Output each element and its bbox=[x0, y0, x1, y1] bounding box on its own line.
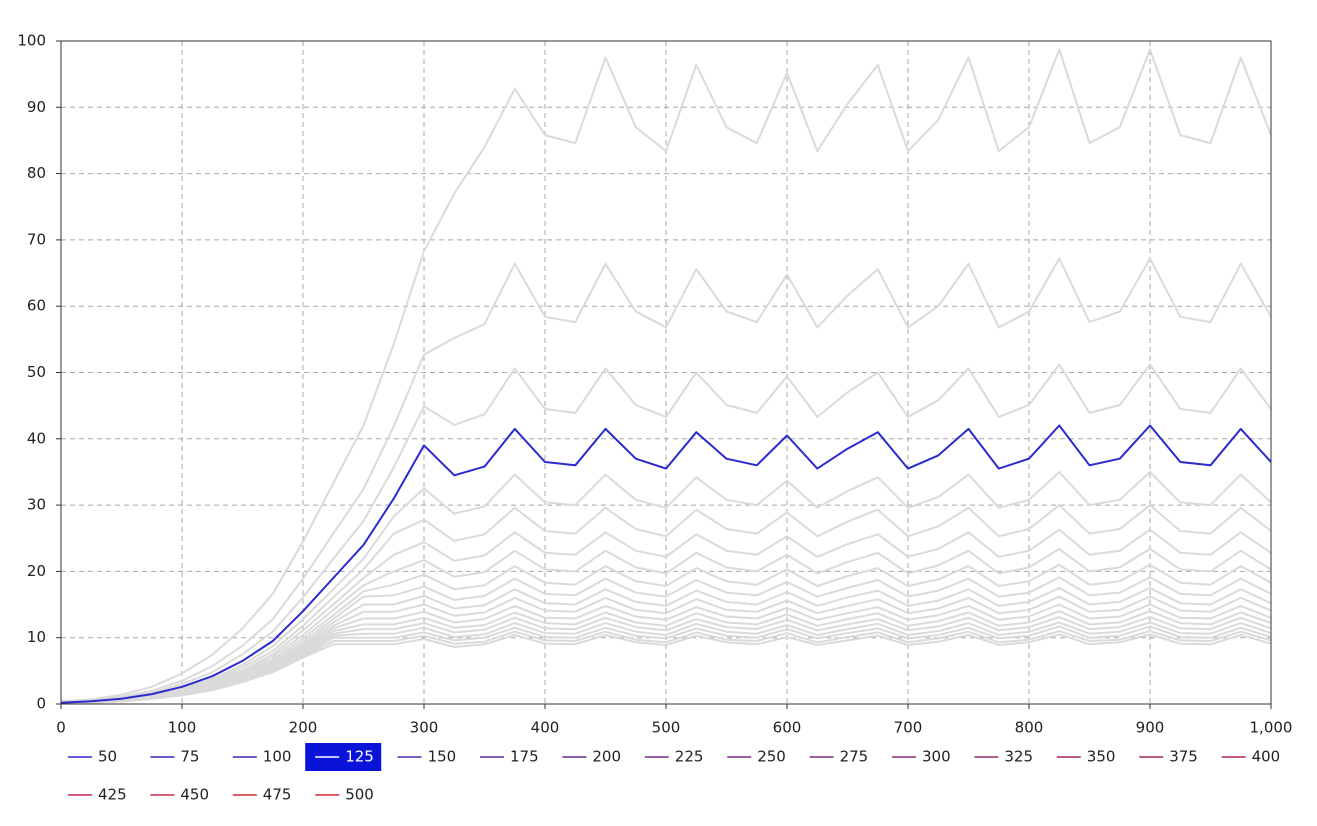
y-tick-label: 90 bbox=[27, 98, 46, 116]
legend-label: 100 bbox=[263, 748, 292, 766]
series-line bbox=[60, 563, 1272, 705]
legend-label: 75 bbox=[180, 748, 199, 766]
legend-label: 375 bbox=[1169, 748, 1198, 766]
y-tick-label: 10 bbox=[27, 628, 46, 646]
y-tick-label: 20 bbox=[27, 562, 46, 580]
legend-item[interactable]: 500 bbox=[315, 786, 374, 804]
x-tick-label: 400 bbox=[531, 719, 560, 737]
legend-item[interactable]: 450 bbox=[150, 786, 209, 804]
legend-item[interactable]: 425 bbox=[68, 786, 127, 804]
series-line bbox=[60, 547, 1272, 705]
legend-label: 125 bbox=[345, 748, 374, 766]
x-tick-label: 100 bbox=[168, 719, 197, 737]
legend-item[interactable]: 350 bbox=[1056, 748, 1116, 766]
series-line bbox=[60, 48, 1272, 703]
x-tick-label: 300 bbox=[410, 719, 439, 737]
series-line bbox=[60, 610, 1272, 705]
y-tick-label: 60 bbox=[27, 297, 46, 315]
legend-label: 450 bbox=[180, 786, 209, 804]
legend-label: 225 bbox=[675, 748, 704, 766]
legend-label: 175 bbox=[510, 748, 539, 766]
legend-item[interactable]: 50 bbox=[68, 748, 117, 766]
x-tick-label: 0 bbox=[56, 719, 66, 737]
y-tick-label: 70 bbox=[27, 230, 46, 248]
legend-item[interactable]: 175 bbox=[480, 748, 539, 766]
legend-item[interactable]: 325 bbox=[974, 748, 1033, 766]
legend-label: 250 bbox=[757, 748, 786, 766]
series-line bbox=[60, 424, 1272, 704]
legend-item[interactable]: 225 bbox=[644, 748, 704, 766]
series-line bbox=[60, 363, 1272, 704]
x-tick-label: 200 bbox=[289, 719, 318, 737]
series-line bbox=[60, 504, 1272, 704]
series-line bbox=[60, 528, 1272, 704]
legend-item[interactable]: 375 bbox=[1139, 748, 1198, 766]
legend-item[interactable]: 150 bbox=[397, 748, 457, 766]
legend-label: 400 bbox=[1252, 748, 1281, 766]
x-tick-label: 900 bbox=[1136, 719, 1165, 737]
legend-item[interactable]: 75 bbox=[150, 748, 199, 766]
legend-label: 475 bbox=[263, 786, 292, 804]
legend-label: 200 bbox=[592, 748, 621, 766]
series-line bbox=[60, 471, 1272, 704]
y-tick-label: 50 bbox=[27, 363, 46, 381]
y-tick-label: 100 bbox=[17, 32, 46, 50]
legend-item[interactable]: 275 bbox=[809, 748, 869, 766]
x-tick-label: 600 bbox=[773, 719, 802, 737]
y-tick-label: 30 bbox=[27, 496, 46, 514]
plot-frame bbox=[60, 40, 1272, 705]
x-tick-label: 700 bbox=[894, 719, 923, 737]
legend-label: 300 bbox=[922, 748, 951, 766]
y-tick-label: 80 bbox=[27, 164, 46, 182]
legend-label: 275 bbox=[840, 748, 869, 766]
legend-label: 500 bbox=[345, 786, 374, 804]
legend-label: 325 bbox=[1004, 748, 1033, 766]
series-line bbox=[60, 616, 1272, 705]
x-tick-label: 500 bbox=[652, 719, 681, 737]
series-line bbox=[60, 633, 1272, 705]
legend-label: 50 bbox=[98, 748, 117, 766]
series-line bbox=[60, 576, 1272, 705]
legend-item[interactable]: 100 bbox=[232, 748, 292, 766]
legend-label: 150 bbox=[428, 748, 457, 766]
series-line bbox=[60, 587, 1272, 705]
legend-item[interactable]: 300 bbox=[892, 748, 951, 766]
series-line bbox=[60, 595, 1272, 705]
y-tick-label: 0 bbox=[36, 695, 46, 713]
legend-label: 425 bbox=[98, 786, 127, 804]
legend-item[interactable]: 250 bbox=[727, 748, 786, 766]
series-line bbox=[60, 603, 1272, 705]
x-tick-label: 800 bbox=[1015, 719, 1044, 737]
y-tick-label: 40 bbox=[27, 429, 46, 447]
legend-label: 350 bbox=[1087, 748, 1116, 766]
legend-item[interactable]: 475 bbox=[232, 786, 292, 804]
legend-item[interactable]: 125 bbox=[305, 743, 382, 771]
series-line bbox=[60, 257, 1272, 703]
legend-item[interactable]: 400 bbox=[1221, 748, 1281, 766]
x-tick-label: 1,000 bbox=[1250, 719, 1293, 737]
legend-item[interactable]: 200 bbox=[562, 748, 621, 766]
